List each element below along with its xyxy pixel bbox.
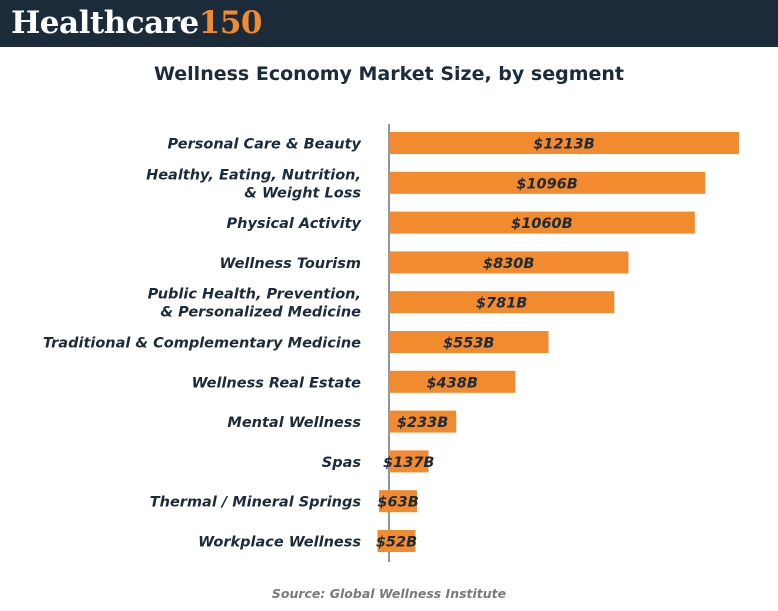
bar-value-label: $1096B — [516, 176, 578, 192]
header-bar: Healthcare150 — [0, 0, 778, 47]
bar — [389, 171, 706, 194]
source-note: Source: Global Wellness Institute — [271, 586, 507, 601]
category-label: Physical Activity — [227, 216, 362, 232]
category-label: Mental Wellness — [227, 415, 361, 431]
category-label: & Personalized Medicine — [160, 305, 361, 321]
category-label: & Weight Loss — [244, 185, 361, 201]
category-label: Personal Care & Beauty — [168, 137, 362, 153]
bar — [389, 370, 516, 393]
bar-value-label: $1213B — [533, 137, 595, 153]
bar-value-label: $63B — [377, 495, 418, 511]
bar-value-label: $233B — [397, 415, 448, 431]
category-label: Spas — [322, 455, 362, 471]
bar — [389, 331, 549, 353]
bar-value-label: $553B — [443, 336, 494, 352]
bar — [389, 291, 615, 314]
bar — [377, 530, 416, 552]
bar — [389, 450, 429, 473]
category-label: Wellness Tourism — [220, 256, 361, 272]
bar — [379, 490, 418, 513]
bar-value-label: $1060B — [511, 216, 573, 232]
bar — [389, 211, 695, 234]
category-label: Healthy, Eating, Nutrition, — [146, 167, 361, 183]
category-label: Public Health, Prevention, — [148, 287, 361, 303]
bar — [389, 251, 629, 274]
chart-title: Wellness Economy Market Size, by segment — [154, 63, 624, 85]
bar — [389, 132, 739, 154]
category-label: Wellness Real Estate — [192, 375, 362, 391]
bar-value-label: $438B — [426, 375, 477, 391]
bar — [389, 410, 457, 433]
bar-value-label: $830B — [483, 256, 534, 272]
bar-value-label: $137B — [383, 455, 434, 471]
bar-value-label: $781B — [476, 296, 527, 312]
category-label: Workplace Wellness — [198, 535, 361, 551]
category-label: Traditional & Complementary Medicine — [43, 336, 361, 352]
category-label: Thermal / Mineral Springs — [150, 495, 362, 511]
brand-logo: Healthcare150 — [11, 5, 262, 41]
bar-value-label: $52B — [376, 535, 417, 551]
